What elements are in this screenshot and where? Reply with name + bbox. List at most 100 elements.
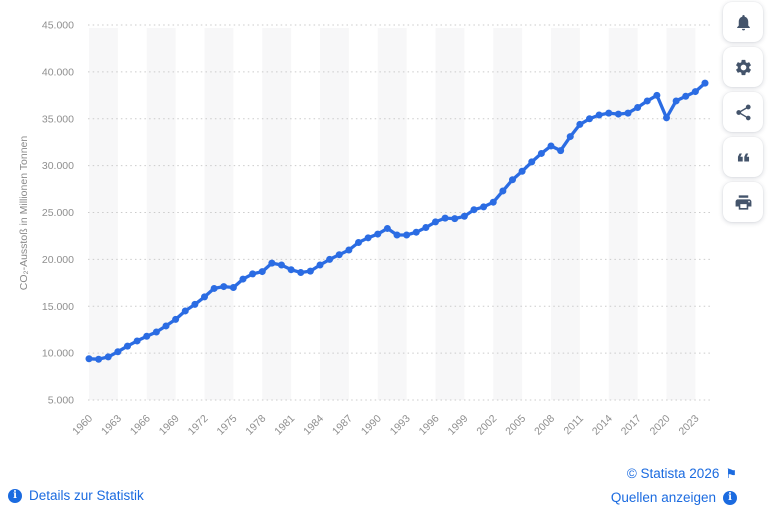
data-point: [210, 284, 218, 292]
x-tick-label: 1960: [70, 413, 95, 438]
share-button[interactable]: [723, 92, 763, 132]
y-tick-label: 5.000: [48, 395, 74, 407]
x-tick-label: 1975: [214, 413, 239, 438]
data-point: [374, 230, 382, 238]
data-point: [133, 337, 141, 345]
data-point: [422, 224, 430, 231]
data-point: [364, 234, 372, 242]
data-point: [682, 92, 690, 100]
data-point: [104, 353, 112, 361]
data-point: [614, 110, 622, 118]
data-point: [114, 348, 122, 356]
x-tick-label: 1996: [417, 413, 442, 438]
data-point: [268, 259, 276, 267]
data-point: [229, 284, 237, 291]
sources-link[interactable]: Quellen anzeigen i: [611, 490, 737, 505]
data-point: [393, 231, 401, 239]
data-point: [605, 109, 613, 117]
data-point: [412, 228, 420, 236]
chart-toolbar: [723, 2, 763, 222]
data-point: [287, 266, 295, 274]
x-tick-label: 1999: [445, 413, 470, 438]
data-point: [509, 176, 516, 184]
data-point: [239, 275, 247, 283]
y-axis-title: CO₂-Ausstoß in Millionen Tonnen: [18, 136, 30, 291]
data-point: [566, 133, 574, 141]
x-tick-label: 1990: [359, 413, 384, 438]
data-point: [316, 261, 324, 269]
x-tick-label: 1969: [157, 413, 182, 438]
data-point: [528, 158, 536, 166]
data-point: [95, 355, 103, 363]
data-point: [653, 91, 661, 99]
share-icon: [735, 104, 751, 120]
data-point: [470, 206, 478, 214]
data-point: [672, 97, 680, 105]
y-tick-label: 40.000: [42, 66, 74, 78]
notifications-button[interactable]: [723, 2, 763, 42]
x-tick-label: 1987: [330, 413, 355, 438]
data-point: [201, 293, 208, 301]
data-point: [297, 269, 305, 276]
data-point: [258, 268, 266, 276]
data-point: [576, 120, 584, 128]
y-tick-label: 25.000: [42, 207, 74, 219]
data-point: [162, 322, 170, 330]
x-tick-label: 1981: [272, 413, 297, 438]
gear-icon: [735, 59, 751, 75]
settings-button[interactable]: [723, 47, 763, 87]
flag-icon: ⚑: [725, 466, 737, 481]
data-point: [85, 355, 93, 363]
details-link[interactable]: i Details zur Statistik: [8, 488, 144, 503]
data-points: [85, 79, 709, 363]
data-point: [586, 115, 593, 123]
y-tick-label: 15.000: [42, 301, 74, 313]
info-icon: i: [8, 488, 22, 503]
data-point: [326, 255, 334, 263]
data-point: [499, 187, 507, 195]
x-tick-label: 1993: [388, 413, 413, 438]
print-button[interactable]: [723, 182, 763, 222]
x-tick-label: 1978: [243, 413, 268, 438]
data-point: [537, 149, 545, 157]
data-point: [403, 231, 411, 239]
data-point: [278, 261, 285, 269]
x-tick-label: 1984: [301, 413, 326, 438]
data-point: [663, 114, 670, 122]
data-point: [547, 142, 555, 150]
data-point: [634, 104, 642, 111]
details-link-label: Details zur Statistik: [29, 488, 144, 503]
data-point: [480, 203, 488, 211]
data-point: [643, 97, 651, 105]
x-tick-label: 2011: [562, 413, 587, 438]
data-point: [432, 218, 439, 226]
x-tick-label: 2002: [474, 413, 499, 438]
data-point: [441, 214, 449, 222]
x-tick-label: 1963: [99, 413, 124, 438]
co2-emissions-line-chart: 45.000 40.000 35.000 30.000 25.000 20.000 15.0…: [18, 20, 712, 438]
data-point: [460, 212, 468, 220]
y-tick-label: 20.000: [42, 254, 74, 266]
data-point: [557, 147, 565, 155]
y-tick-label: 35.000: [42, 113, 74, 125]
data-point: [595, 111, 603, 119]
x-tick-label: 2023: [676, 413, 701, 438]
cite-button[interactable]: [723, 137, 763, 177]
x-tick-label: 2014: [590, 413, 615, 438]
copyright[interactable]: © Statista 2026 ⚑: [627, 466, 737, 481]
quote-icon: [737, 153, 749, 161]
data-point: [191, 300, 199, 308]
x-tick-label: 1966: [128, 413, 153, 438]
copyright-label: © Statista 2026: [626, 466, 720, 481]
y-tick-label: 30.000: [42, 160, 74, 172]
x-tick-labels: 1960 1963 1966 1969 1972 1975 1978 1981 1984 1987…: [70, 413, 701, 438]
data-point: [124, 342, 131, 350]
data-point: [701, 79, 709, 87]
y-tick-label: 10.000: [42, 348, 74, 360]
bell-icon: [736, 14, 750, 30]
data-point: [691, 88, 699, 96]
x-tick-label: 2008: [532, 413, 557, 438]
data-point: [306, 267, 314, 275]
data-point: [383, 224, 391, 232]
